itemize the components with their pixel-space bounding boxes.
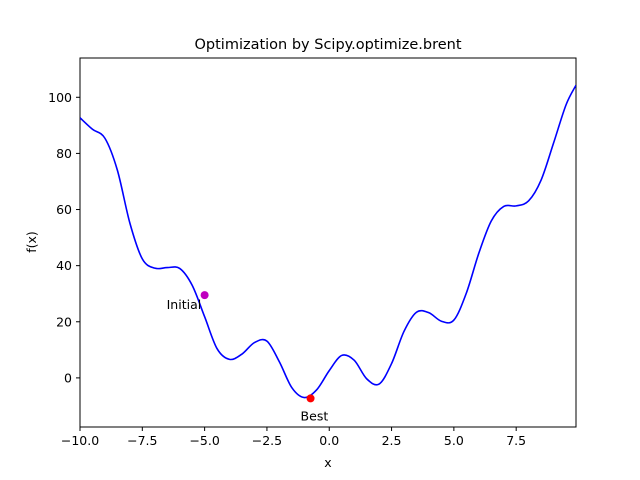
y-tick-label: 40 [56, 258, 72, 273]
series-line-0 [80, 84, 576, 399]
x-tick-label: −10.0 [61, 433, 99, 448]
plot-frame [79, 57, 577, 428]
y-tick-label: 80 [56, 146, 72, 161]
y-axis-label: f(x) [24, 231, 39, 253]
x-tick-label: 5.0 [444, 433, 464, 448]
points-layer: Initial Best [167, 291, 329, 423]
best-label: Best [301, 408, 329, 423]
y-tick-label: 20 [56, 314, 72, 329]
x-tick-label: 7.5 [506, 433, 526, 448]
x-tick-label: −2.5 [252, 433, 282, 448]
y-tick-label: 100 [48, 90, 72, 105]
x-axis-label: x [324, 455, 331, 470]
y-axis-ticks: 0 20 40 60 80 100 [48, 90, 80, 385]
initial-point [200, 291, 209, 300]
x-axis-ticks: −10.0 −7.5 −5.0 −2.5 0.0 2.5 5.0 7.5 [61, 427, 526, 448]
best-point [306, 394, 315, 403]
x-tick-label: −7.5 [127, 433, 157, 448]
line-layer [80, 84, 576, 399]
chart-title: Optimization by Scipy.optimize.brent [194, 37, 461, 53]
y-tick-label: 60 [56, 202, 72, 217]
x-tick-label: 2.5 [382, 433, 402, 448]
y-tick-label: 0 [64, 370, 72, 385]
plot-area: Initial Best [79, 57, 577, 428]
x-tick-label: 0.0 [319, 433, 339, 448]
watermark: youcans-xupt [454, 366, 539, 381]
x-tick-label: −5.0 [189, 433, 219, 448]
initial-label: Initial [167, 297, 202, 312]
